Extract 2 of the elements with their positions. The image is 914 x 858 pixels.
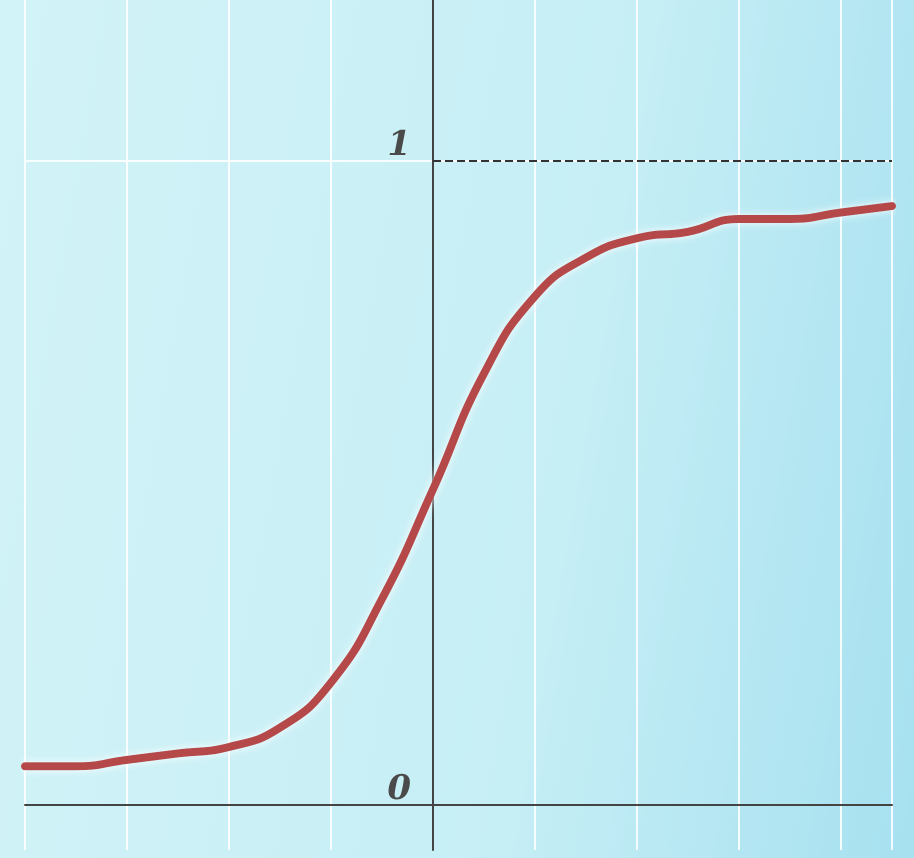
y-tick-label: 0 [387, 768, 412, 808]
y-tick-label: 1 [387, 124, 411, 164]
